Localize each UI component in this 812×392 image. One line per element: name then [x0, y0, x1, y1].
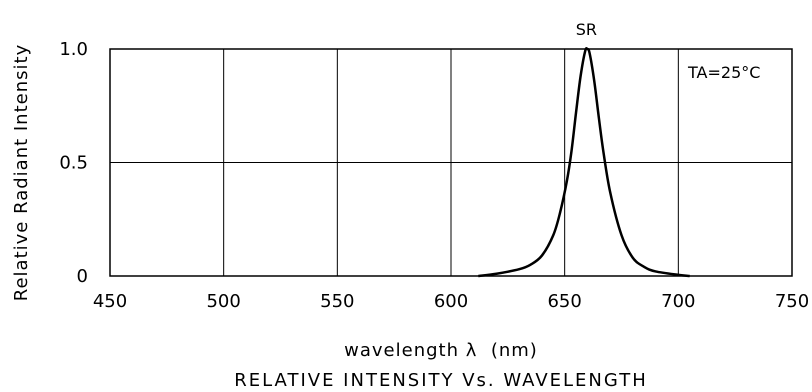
series-line-sr — [478, 47, 690, 278]
y-tick-label: 0.5 — [59, 153, 88, 174]
y-tick-labels: 0 0.5 1.0 — [59, 39, 88, 287]
chart-title: RELATIVE INTENSITY Vs. WAVELENGTH — [234, 370, 648, 391]
plot-frame — [109, 48, 793, 277]
grid-lines — [109, 48, 793, 277]
x-tick-label: 500 — [206, 291, 240, 312]
x-tick-label: 600 — [434, 291, 468, 312]
x-tick-labels: 450 500 550 600 650 700 750 — [93, 291, 809, 312]
x-tick-label: 750 — [775, 291, 809, 312]
x-tick-label: 650 — [547, 291, 581, 312]
temperature-condition-label: TA=25°C — [687, 63, 760, 82]
y-tick-label: 0 — [77, 266, 88, 287]
x-tick-label: 700 — [661, 291, 695, 312]
x-axis-title: wavelength λ (nm) — [344, 340, 538, 361]
x-tick-label: 550 — [320, 291, 354, 312]
x-tick-label: 450 — [93, 291, 127, 312]
y-axis-title: Relative Radiant Intensity — [11, 44, 32, 301]
y-tick-label: 1.0 — [59, 39, 88, 60]
series-label-sr: SR — [576, 20, 597, 39]
